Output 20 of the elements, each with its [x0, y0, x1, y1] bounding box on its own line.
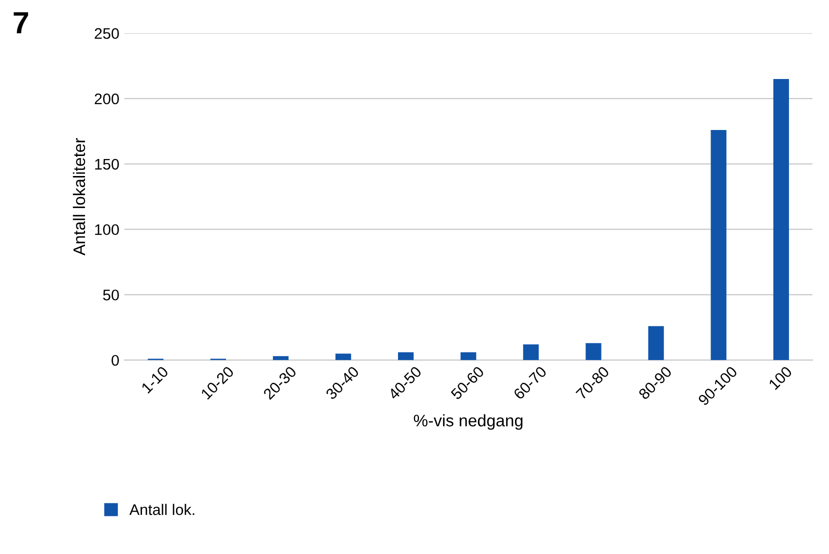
- bar: [460, 352, 476, 360]
- bar: [335, 354, 352, 360]
- bar: [648, 326, 664, 360]
- x-axis-title: %-vis nedgang: [414, 414, 522, 430]
- x-tick-label: 100: [768, 366, 793, 390]
- bar: [523, 344, 539, 360]
- bar: [773, 79, 789, 360]
- text: 7: [14, 12, 28, 34]
- bar: [272, 356, 289, 360]
- legend-label: Antall lok.: [129, 504, 194, 516]
- y-tick-label: 50: [103, 290, 119, 300]
- y-tick-label: 250: [94, 28, 119, 39]
- bar: [586, 343, 602, 360]
- y-tick-label: 0: [112, 354, 119, 366]
- y-axis-title: Antall lokaliteter: [72, 138, 86, 256]
- bar: [710, 130, 726, 360]
- y-tick-label: 100: [95, 224, 119, 236]
- y-tick-label: 200: [94, 93, 119, 104]
- y-tick-label: 150: [95, 158, 119, 170]
- bar: [398, 352, 414, 360]
